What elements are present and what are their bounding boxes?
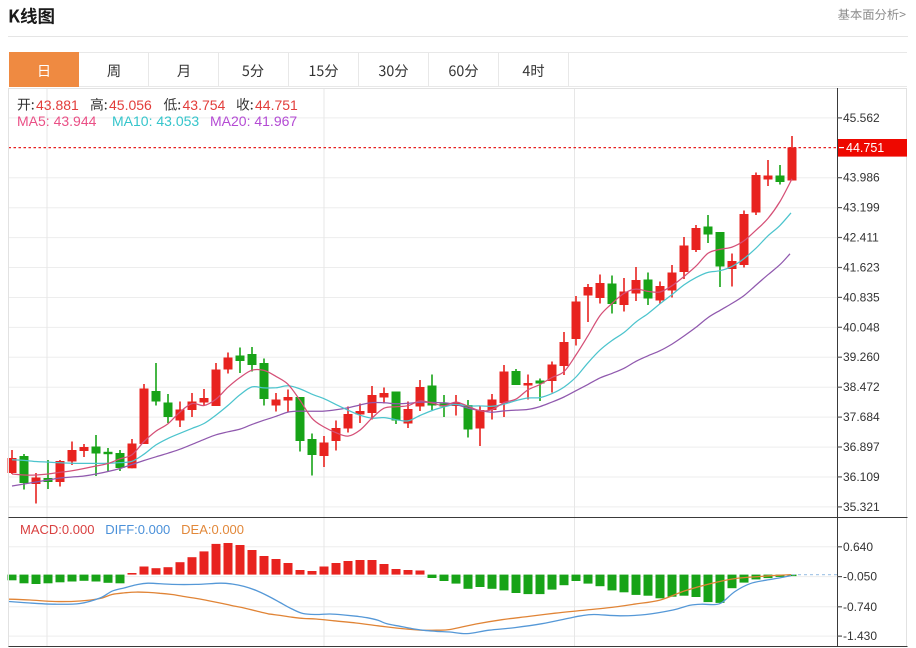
svg-text:43.986: 43.986 xyxy=(843,171,880,185)
svg-text:36.897: 36.897 xyxy=(843,440,880,454)
svg-text:35.321: 35.321 xyxy=(843,500,880,514)
svg-text:-0.740: -0.740 xyxy=(843,600,877,614)
svg-text:42.411: 42.411 xyxy=(843,231,879,245)
svg-text:44.751: 44.751 xyxy=(846,141,884,155)
svg-text:37.684: 37.684 xyxy=(843,410,880,424)
svg-text:45.562: 45.562 xyxy=(843,111,880,125)
svg-text:40.048: 40.048 xyxy=(843,320,880,334)
svg-text:41.623: 41.623 xyxy=(843,261,880,275)
svg-text:-1.430: -1.430 xyxy=(843,629,877,643)
svg-text:40.835: 40.835 xyxy=(843,290,880,304)
svg-text:43.199: 43.199 xyxy=(843,201,880,215)
svg-text:39.260: 39.260 xyxy=(843,350,880,364)
svg-text:-0.050: -0.050 xyxy=(843,570,877,584)
svg-text:0.640: 0.640 xyxy=(843,540,873,554)
svg-text:38.472: 38.472 xyxy=(843,380,880,394)
svg-text:36.109: 36.109 xyxy=(843,470,880,484)
